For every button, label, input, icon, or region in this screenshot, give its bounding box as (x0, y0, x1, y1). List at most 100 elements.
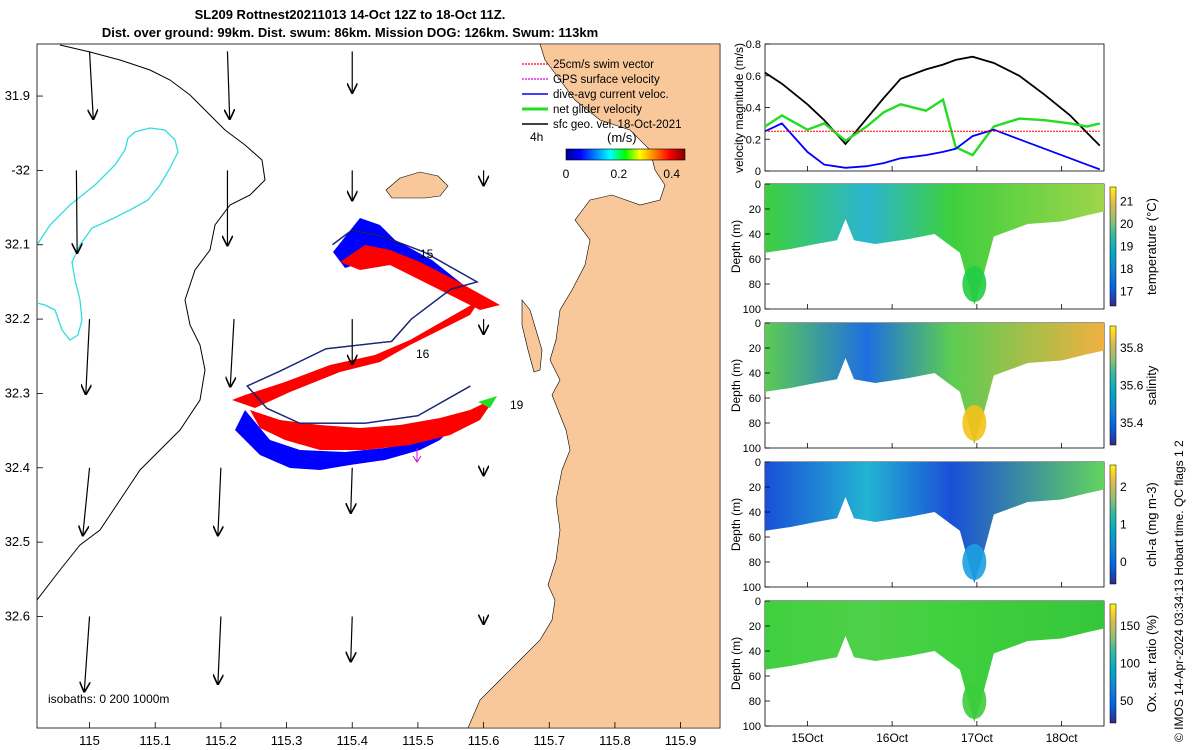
footer-note: © IMOS 14-Apr-2024 03:34:13 Hobart time.… (1172, 440, 1186, 742)
geo-vector-arrow (76, 170, 77, 253)
geo-vector-arrow (90, 51, 94, 119)
section-panel-0: 0 20 40 60 80 100 Depth (m) 17 18 19 20 21 temperatu… (729, 179, 1159, 316)
velocity-ytick-label: 0 (755, 166, 761, 178)
velocity-series (764, 55, 1101, 171)
map-xtick-label: 115 (79, 733, 100, 748)
map-ytick-label: 32.5 (5, 534, 30, 549)
section-ytick-label: 20 (749, 204, 761, 216)
section-colorbar-tick: 21 (1120, 194, 1134, 208)
section-colorbar (1109, 186, 1117, 307)
section-ytick-label: 20 (749, 482, 761, 494)
section-field (765, 184, 1104, 306)
section-ytick-label: 100 (743, 721, 761, 733)
section-colorbar-tick: 17 (1120, 285, 1134, 299)
section-ytick-label: 100 (743, 443, 761, 455)
section-ytick-label: 80 (749, 696, 761, 708)
isobath-1000m (37, 44, 266, 601)
section-core (962, 405, 987, 441)
colorbar-label: (m/s) (607, 130, 637, 145)
map-xtick-label: 115.6 (468, 733, 500, 748)
map-xtick-label: 115.2 (205, 733, 237, 748)
section-ytick-label: 60 (749, 532, 761, 544)
time-tick-label: 15Oct (791, 731, 824, 745)
map-xtick-label: 115.4 (336, 733, 368, 748)
section-panel-2: 0 20 40 60 80 100 Depth (m) 0 1 2 chl-a (mg m-3) (729, 457, 1159, 594)
section-ytick-label: 80 (749, 418, 761, 430)
legend-swim: 25cm/s swim vector (553, 59, 654, 71)
section-field (765, 323, 1104, 445)
isobaths-label: isobaths: 0 200 1000m (48, 692, 169, 706)
day-label-16: 16 (416, 347, 430, 361)
track-fan (232, 218, 500, 470)
legend-dive: dive-avg current veloc. (553, 89, 669, 101)
time-axis: 15Oct 16Oct 17Oct 18Oct (791, 731, 1078, 745)
section-colorbar (1109, 464, 1117, 585)
map-ytick-label: 32.1 (5, 237, 30, 252)
map-colorbar (565, 148, 686, 161)
legend-sfc: sfc geo. vel. 18-Oct-2021 (553, 119, 681, 131)
legend-net: net glider velocity (553, 104, 642, 116)
map-xtick-label: 115.3 (271, 733, 303, 748)
velocity-ytick-label: 0.8 (746, 39, 761, 51)
legend-gps: GPS surface velocity (553, 74, 660, 86)
section-ytick-label: 80 (749, 557, 761, 569)
section-colorbar-tick: 150 (1120, 619, 1140, 633)
section-ytick-label: 20 (749, 621, 761, 633)
section-ylabel: Depth (m) (729, 220, 743, 273)
map-colorbar-ticks: 0 0.2 0.4 (563, 167, 681, 181)
time-tick-label: 18Oct (1046, 731, 1079, 745)
time-tick-label: 17Oct (961, 731, 994, 745)
section-colorbar-tick: 35.4 (1120, 416, 1144, 430)
section-colorbar-tick: 19 (1120, 240, 1134, 254)
section-ylabel: Depth (m) (729, 359, 743, 412)
map-ytick-label: -32 (11, 162, 30, 177)
section-ytick-label: 40 (749, 507, 761, 519)
section-ytick-label: 100 (743, 582, 761, 594)
geo-vector-arrow (351, 467, 353, 513)
rottnest-island (385, 171, 449, 199)
map-xtick-label: 115.8 (599, 733, 631, 748)
day-label-19: 19 (510, 398, 524, 412)
geo-vector-arrow (218, 467, 221, 535)
gps-vector-arrow (412, 448, 422, 463)
arrow-scale-label: 4h (530, 130, 543, 144)
section-colorbar-tick: 2 (1120, 480, 1127, 494)
map-ytick-label: 32.3 (5, 385, 30, 400)
section-colorbar (1109, 325, 1117, 446)
map-xtick-label: 115.1 (139, 733, 171, 748)
map-x-ticks: 115 115.1 115.2 115.3 115.4 115.5 115.6 115.7 11… (79, 722, 696, 748)
section-colorbar-tick: 35.8 (1120, 341, 1144, 355)
section-ytick-label: 60 (749, 393, 761, 405)
geo-vector-arrow (351, 616, 353, 661)
map-ytick-label: 31.9 (5, 88, 30, 103)
section-colorbar-tick: 100 (1120, 657, 1140, 671)
map-ytick-label: 32.6 (5, 608, 30, 623)
velocity-y-ticks: 0 0.2 0.4 0.6 0.8 (746, 39, 1063, 178)
section-ytick-label: 40 (749, 229, 761, 241)
section-ytick-label: 60 (749, 254, 761, 266)
section-ytick-label: 60 (749, 671, 761, 683)
map-xtick-label: 115.7 (533, 733, 565, 748)
map-ytick-label: 32.4 (5, 460, 30, 475)
chart-title: SL209 Rottnest20211013 14-Oct 12Z to 18-… (194, 7, 506, 22)
section-panel-3: 0 20 40 60 80 100 Depth (m) 50 100 150 Ox. sat. ra… (729, 596, 1159, 733)
velocity-line-1 (764, 97, 1101, 157)
velocity-panel: 0 0.2 0.4 0.6 0.8 velocity magnitude (m/s) (732, 39, 1105, 178)
map-xtick-label: 115.5 (402, 733, 434, 748)
section-ytick-label: 0 (755, 457, 761, 469)
geo-vector-arrow (230, 319, 234, 387)
section-ytick-label: 20 (749, 343, 761, 355)
velocity-line-2 (764, 122, 1101, 171)
geo-vector-arrow (218, 616, 221, 684)
map-y-ticks: 31.9 -32 32.1 32.2 32.3 32.4 32.5 32.6 (5, 88, 43, 623)
section-colorbar-label: temperature (°C) (1144, 198, 1159, 295)
section-core (962, 544, 987, 580)
section-colorbar-label: chl-a (mg m-3) (1144, 482, 1159, 567)
section-colorbar-tick: 0 (1120, 555, 1127, 569)
map-colorbar-tick: 0 (563, 167, 570, 181)
map-colorbar-tick: 0.2 (611, 167, 628, 181)
section-panel-1: 0 20 40 60 80 100 Depth (m) 35.4 35.6 35.8salinit… (729, 318, 1159, 455)
section-core (962, 266, 987, 302)
